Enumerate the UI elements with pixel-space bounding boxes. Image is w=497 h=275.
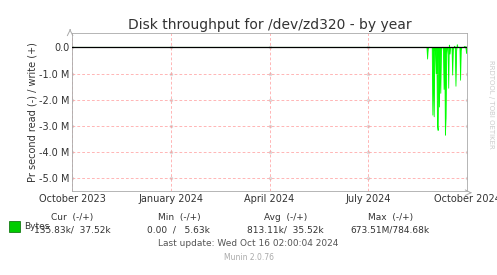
Text: Avg  (-/+): Avg (-/+) xyxy=(264,213,308,222)
Text: 135.83k/  37.52k: 135.83k/ 37.52k xyxy=(34,226,110,234)
Text: Bytes: Bytes xyxy=(24,222,49,231)
Text: 673.51M/784.68k: 673.51M/784.68k xyxy=(350,226,430,234)
Text: RRDTOOL / TOBI OETIKER: RRDTOOL / TOBI OETIKER xyxy=(488,60,494,149)
Title: Disk throughput for /dev/zd320 - by year: Disk throughput for /dev/zd320 - by year xyxy=(128,18,412,32)
Text: Cur  (-/+): Cur (-/+) xyxy=(51,213,93,222)
Text: 0.00  /   5.63k: 0.00 / 5.63k xyxy=(148,226,210,234)
Text: Max  (-/+): Max (-/+) xyxy=(368,213,413,222)
Y-axis label: Pr second read (-) / write (+): Pr second read (-) / write (+) xyxy=(27,42,37,182)
Text: 813.11k/  35.52k: 813.11k/ 35.52k xyxy=(248,226,324,234)
Text: Last update: Wed Oct 16 02:00:04 2024: Last update: Wed Oct 16 02:00:04 2024 xyxy=(159,239,338,248)
Text: Munin 2.0.76: Munin 2.0.76 xyxy=(224,253,273,262)
Text: Min  (-/+): Min (-/+) xyxy=(158,213,200,222)
